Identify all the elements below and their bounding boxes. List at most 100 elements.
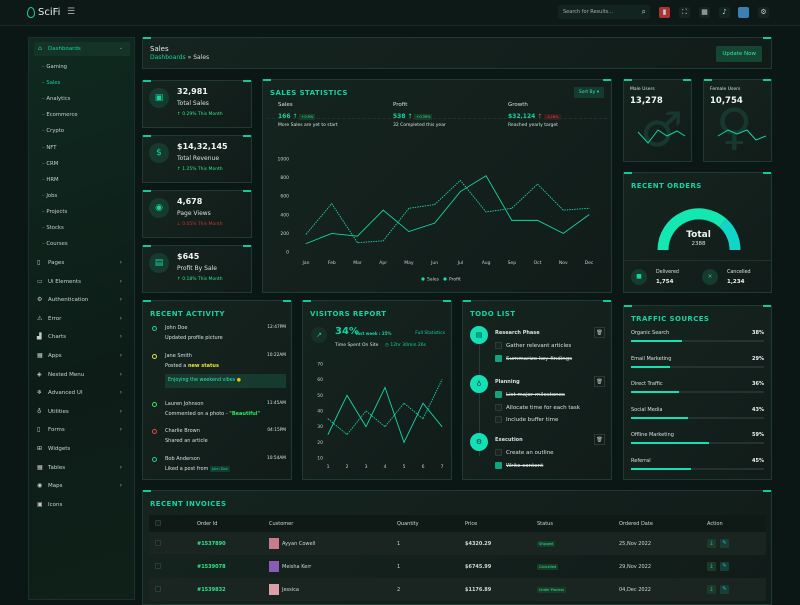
sidebar-sub-nft[interactable]: NFT bbox=[42, 145, 56, 151]
column-header[interactable]: Status bbox=[537, 515, 619, 532]
todo-task[interactable]: List major milestones bbox=[495, 391, 565, 398]
stat-change: ↑ 0.18% This Month bbox=[177, 277, 223, 282]
task-checkbox[interactable] bbox=[495, 461, 502, 469]
sidebar-sub-jobs[interactable]: Jobs bbox=[42, 193, 57, 199]
sidebar-item-ui-elements[interactable]: ▭ Ui Elements › bbox=[29, 278, 134, 288]
data-point bbox=[357, 235, 358, 237]
y-tick-label: 0 bbox=[286, 250, 289, 256]
arrow-up-icon: ↑ bbox=[407, 113, 413, 120]
breadcrumb-dashboards[interactable]: Dashboards bbox=[150, 54, 186, 61]
fullscreen-icon[interactable]: ⛶ bbox=[679, 7, 690, 18]
traffic-label: Offline Marketing bbox=[631, 432, 674, 438]
delete-trash-icon[interactable]: 🗑 bbox=[594, 434, 605, 445]
search-icon[interactable]: ⌕ bbox=[641, 7, 646, 16]
sidebar-item-authentication[interactable]: ⚙ Authentication › bbox=[29, 296, 134, 306]
sidebar-sub-stocks[interactable]: Stocks bbox=[42, 225, 63, 231]
page-header: Sales Dashboards » Sales Update Now bbox=[142, 37, 772, 69]
sidebar-item-icons[interactable]: ▣ Icons bbox=[29, 501, 134, 511]
female-users-label: Female Users bbox=[710, 87, 741, 92]
row-checkbox[interactable] bbox=[155, 585, 161, 592]
column-header[interactable]: Customer bbox=[269, 515, 397, 532]
column-header[interactable]: Quantity bbox=[397, 515, 465, 532]
file-icon: ▯ bbox=[37, 259, 41, 266]
sidebar-sub-sales[interactable]: Sales bbox=[42, 80, 60, 86]
download-icon[interactable]: ⤓ bbox=[707, 539, 716, 548]
sidebar-item-tables[interactable]: ▦ Tables › bbox=[29, 464, 134, 474]
delete-trash-icon[interactable]: 🗑 bbox=[594, 327, 605, 338]
todo-task[interactable]: Create an outline bbox=[495, 449, 554, 456]
column-header[interactable]: Ordered Date bbox=[619, 515, 707, 532]
sidebar-item-dashboards[interactable]: ⌂ Dashboards ⌄ bbox=[34, 42, 130, 56]
sort-by-dropdown[interactable]: Sort By ▾ bbox=[573, 87, 604, 98]
activity-tag[interactable]: John Doe bbox=[210, 466, 230, 472]
sidebar-item-nested-menu[interactable]: ◈ Nested Menu › bbox=[29, 371, 134, 381]
todo-task[interactable]: Include buffer time bbox=[495, 416, 558, 424]
edit-pencil-icon[interactable]: ✎ bbox=[720, 539, 729, 548]
sidebar-item-error[interactable]: ⚠ Error › bbox=[29, 315, 134, 325]
order-id-link[interactable]: #1539078 bbox=[197, 563, 226, 570]
sidebar-item-pages[interactable]: ▯ Pages › bbox=[29, 259, 134, 269]
sidebar-sub-crypto[interactable]: Crypto bbox=[42, 128, 64, 134]
select-all-checkbox[interactable] bbox=[155, 519, 161, 526]
search-input[interactable]: Search for Results... ⌕ bbox=[558, 5, 650, 19]
task-checkbox[interactable] bbox=[495, 354, 502, 362]
settings-gear-icon[interactable]: ⚙ bbox=[758, 7, 769, 18]
sidebar-item-utilities[interactable]: ♁ Utilities › bbox=[29, 408, 134, 418]
task-checkbox[interactable] bbox=[495, 391, 502, 398]
task-checkbox[interactable] bbox=[495, 403, 502, 411]
notification-bell-icon[interactable]: ♪ bbox=[719, 7, 730, 18]
visitors-last-week: last week : 25% bbox=[356, 331, 392, 336]
avatar[interactable] bbox=[738, 7, 749, 18]
edit-pencil-icon[interactable]: ✎ bbox=[720, 562, 729, 571]
delete-trash-icon[interactable]: 🗑 bbox=[594, 376, 605, 387]
sidebar-item-widgets[interactable]: ⊞ Widgets bbox=[29, 445, 134, 455]
update-now-button[interactable]: Update Now bbox=[716, 46, 762, 62]
kpi-note: More Sales are yet to start bbox=[278, 123, 338, 128]
sidebar-item-charts[interactable]: ▟ Charts › bbox=[29, 333, 134, 343]
column-header[interactable]: Price bbox=[465, 515, 537, 532]
todo-task[interactable]: Allocate time for each task bbox=[495, 403, 580, 411]
sidebar-item-advanced-ui[interactable]: ❄ Advanced UI › bbox=[29, 389, 134, 399]
task-checkbox[interactable] bbox=[495, 342, 502, 349]
task-checkbox[interactable] bbox=[495, 449, 502, 456]
sidebar-sub-courses[interactable]: Courses bbox=[42, 241, 67, 247]
sidebar-item-forms[interactable]: ▯ Forms › bbox=[29, 426, 134, 436]
sidebar-sub-crm[interactable]: CRM bbox=[42, 161, 58, 167]
sidebar-sub-hrm[interactable]: HRM bbox=[42, 177, 58, 183]
menu-toggle-icon[interactable]: ☰ bbox=[67, 7, 76, 17]
download-icon[interactable]: ⤓ bbox=[707, 585, 716, 594]
todo-task[interactable]: Write content bbox=[495, 461, 543, 469]
order-id-link[interactable]: #1539832 bbox=[197, 586, 226, 593]
time-spent-label: Time Spent On Site bbox=[335, 343, 379, 348]
sidebar-sub-gaming[interactable]: Gaming bbox=[42, 64, 67, 70]
sidebar-sub-projects[interactable]: Projects bbox=[42, 209, 67, 215]
todo-task[interactable]: Summarize key findings bbox=[495, 354, 572, 362]
traffic-progress-bar bbox=[631, 391, 764, 393]
sidebar-item-maps[interactable]: ◉ Maps › bbox=[29, 482, 134, 492]
chevron-right-icon: › bbox=[119, 482, 122, 490]
task-checkbox[interactable] bbox=[495, 416, 502, 424]
invoices-table: Order Id Customer Quantity Price Status Order… bbox=[149, 515, 766, 601]
data-point bbox=[403, 441, 405, 443]
sidebar-sub-analytics[interactable]: Analytics bbox=[42, 96, 70, 102]
edit-pencil-icon[interactable]: ✎ bbox=[720, 585, 729, 594]
kpi-profit: Profit 538 ↑ +0.39% 32 Completed this ye… bbox=[393, 102, 503, 128]
row-checkbox[interactable] bbox=[155, 562, 161, 569]
data-point bbox=[588, 207, 590, 209]
sidebar-sub-ecommerce[interactable]: Ecommerce bbox=[42, 112, 77, 118]
y-tick-label: 1000 bbox=[278, 157, 290, 163]
customer-avatar bbox=[269, 538, 279, 549]
data-point bbox=[422, 418, 424, 420]
apps-grid-icon[interactable]: ▦ bbox=[699, 7, 710, 18]
sidebar-item-apps[interactable]: ▦ Apps › bbox=[29, 352, 134, 362]
row-checkbox[interactable] bbox=[155, 539, 161, 546]
download-icon[interactable]: ⤓ bbox=[707, 562, 716, 571]
order-id-link[interactable]: #1537890 bbox=[197, 540, 226, 547]
column-header[interactable]: Order Id bbox=[197, 515, 269, 532]
todo-task[interactable]: Gather relevant articles bbox=[495, 342, 571, 349]
flag-icon[interactable]: ▮ bbox=[659, 7, 670, 18]
stat-label: Page Views bbox=[177, 210, 211, 217]
todo-group-name: Research Phase bbox=[495, 330, 540, 336]
full-statistics-link[interactable]: Full Statistics bbox=[415, 331, 445, 336]
column-header[interactable]: Action bbox=[707, 515, 766, 532]
